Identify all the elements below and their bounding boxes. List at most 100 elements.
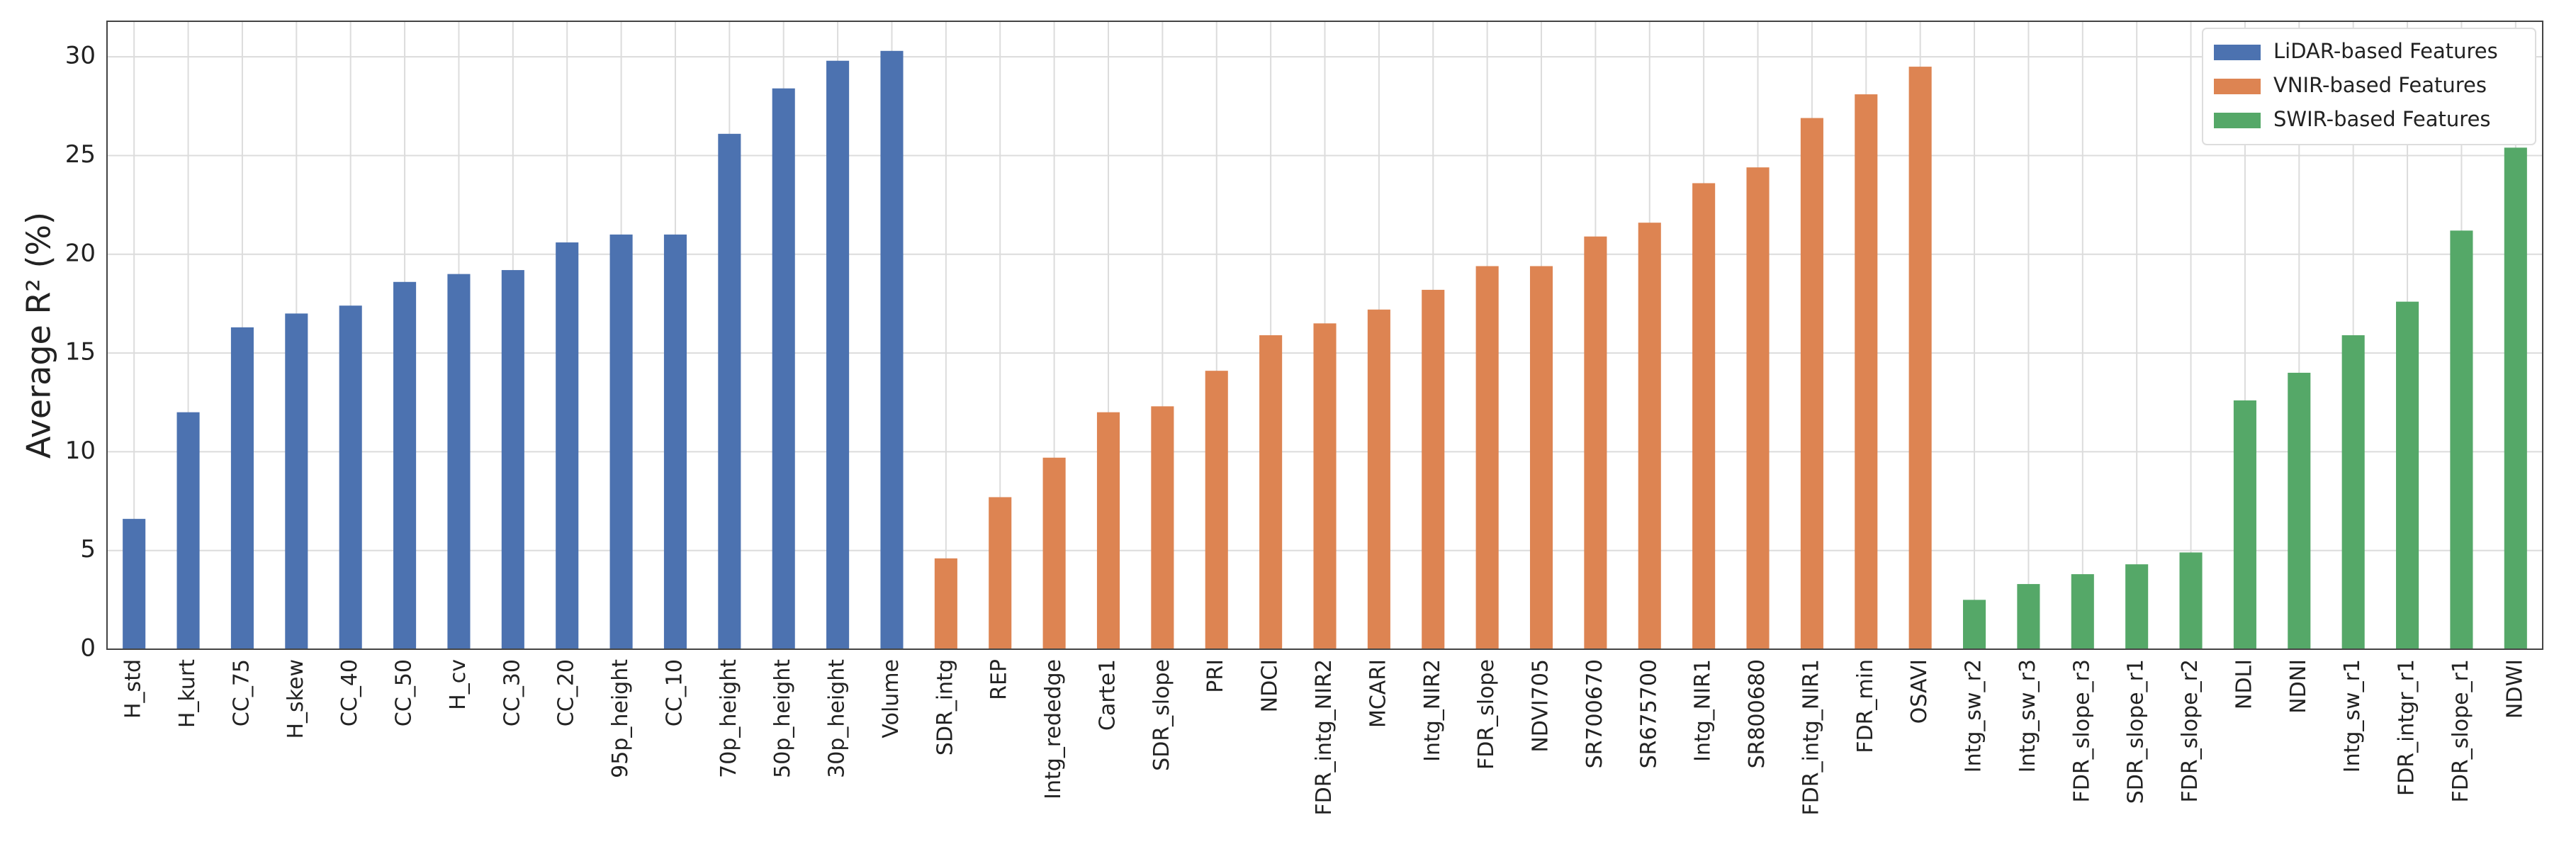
x-tick-label: H_skew [283, 659, 308, 739]
x-tick-label: FDR_intgr_r1 [2395, 659, 2419, 796]
x-tick-label: CC_20 [554, 659, 579, 726]
y-tick-label: 10 [65, 437, 96, 465]
bar [663, 234, 687, 650]
bar [880, 50, 904, 649]
bar [447, 274, 471, 650]
x-tick-label: FDR_intg_NIR1 [1799, 659, 1823, 816]
x-tick-label: SR700670 [1582, 659, 1607, 768]
bar [2071, 574, 2094, 649]
bar [2125, 564, 2149, 649]
bar [285, 313, 308, 649]
x-tick-label: Intg_rededge [1041, 659, 1066, 799]
legend-label: LiDAR-based Features [2273, 39, 2498, 63]
legend-label: SWIR-based Features [2273, 107, 2491, 131]
x-tick-label: 30p_height [825, 659, 850, 778]
x-tick-label: SR800680 [1745, 659, 1770, 768]
x-tick-label: Intg_sw_r3 [2015, 659, 2040, 773]
x-tick-label: FDR_intg_NIR2 [1312, 659, 1337, 816]
bar [2341, 335, 2365, 649]
bar [1313, 323, 1337, 649]
x-tick-label: FDR_slope_r3 [2069, 659, 2094, 802]
bar [230, 327, 254, 649]
x-tick-label: NDNI [2286, 659, 2311, 714]
bar [1855, 94, 1878, 650]
bar [2504, 147, 2527, 650]
bar [1638, 223, 1661, 649]
x-tick-label: CC_30 [500, 659, 524, 726]
bar [339, 305, 362, 649]
x-tick-label: Intg_sw_r1 [2340, 659, 2365, 773]
bar [1205, 371, 1228, 649]
y-tick-label: 30 [65, 42, 96, 70]
bar [1800, 118, 1823, 649]
bar [123, 519, 146, 649]
x-tick-label: FDR_slope_r1 [2448, 659, 2473, 802]
x-tick-label: CC_75 [229, 659, 254, 726]
bar [609, 234, 633, 650]
x-tick-label: CC_10 [662, 659, 687, 726]
x-tick-label: CC_40 [337, 659, 362, 726]
x-tick-label: Carte1 [1095, 659, 1120, 731]
x-tick-label: FDR_slope [1474, 659, 1499, 770]
y-axis-label: Average R² (%) [20, 212, 58, 459]
x-tick-label: MCARI [1366, 659, 1390, 728]
bar [1367, 309, 1390, 649]
bar [2233, 400, 2256, 649]
x-tick-label: SDR_slope [1149, 659, 1174, 771]
x-tick-label: OSAVI [1907, 659, 1932, 724]
x-tick-label: NDLI [2232, 659, 2256, 709]
bar [2179, 552, 2203, 649]
legend-swatch [2214, 79, 2261, 94]
legend-label: VNIR-based Features [2273, 73, 2487, 97]
bar [2450, 230, 2473, 649]
x-tick-label: NDWI [2502, 659, 2527, 719]
bar [718, 133, 741, 649]
legend-box [2202, 28, 2536, 145]
bar [1151, 406, 1174, 649]
bar [934, 558, 957, 649]
legend-swatch [2214, 45, 2261, 60]
x-tick-label: H_kurt [175, 659, 200, 728]
bar [2288, 372, 2311, 649]
x-tick-label: PRI [1203, 659, 1228, 693]
y-tick-label: 20 [65, 239, 96, 267]
x-tick-label: SDR_intg [933, 659, 957, 756]
x-tick-label: SDR_slope_r1 [2124, 659, 2149, 804]
bar [2396, 301, 2419, 649]
x-tick-label: FDR_min [1853, 659, 1878, 753]
x-tick-label: Intg_NIR1 [1691, 659, 1716, 762]
bar [772, 88, 795, 650]
bar [1692, 183, 1716, 649]
x-tick-label: REP [987, 659, 1012, 700]
x-tick-label: 70p_height [716, 659, 741, 778]
y-tick-label: 15 [65, 338, 96, 366]
plot-frame [106, 21, 2543, 650]
y-tick-label: 5 [80, 535, 96, 563]
x-tick-label: NDCI [1258, 659, 1283, 712]
x-tick-label: Intg_sw_r2 [1962, 659, 1986, 773]
x-tick-label: H_cv [446, 659, 471, 710]
x-tick-label: 95p_height [608, 659, 633, 778]
bar [2017, 584, 2040, 649]
x-tick-label: NDVI705 [1529, 659, 1553, 753]
x-tick-label: H_std [121, 659, 146, 719]
x-tick-label: SR675700 [1636, 659, 1661, 768]
bar [1475, 266, 1499, 650]
x-tick-label: Intg_NIR2 [1420, 659, 1445, 762]
bar [826, 60, 850, 649]
bar [176, 412, 200, 649]
bar [1259, 335, 1283, 649]
x-tick-label: CC_50 [392, 659, 417, 726]
bar [501, 270, 524, 649]
bar [1529, 266, 1553, 650]
bar [393, 281, 417, 650]
bar [1908, 67, 1932, 649]
bar [1746, 167, 1770, 650]
bar [1422, 289, 1445, 649]
bar [1962, 600, 1986, 649]
y-tick-label: 0 [80, 634, 96, 663]
bar [1584, 236, 1607, 649]
y-tick-label: 25 [65, 140, 96, 169]
